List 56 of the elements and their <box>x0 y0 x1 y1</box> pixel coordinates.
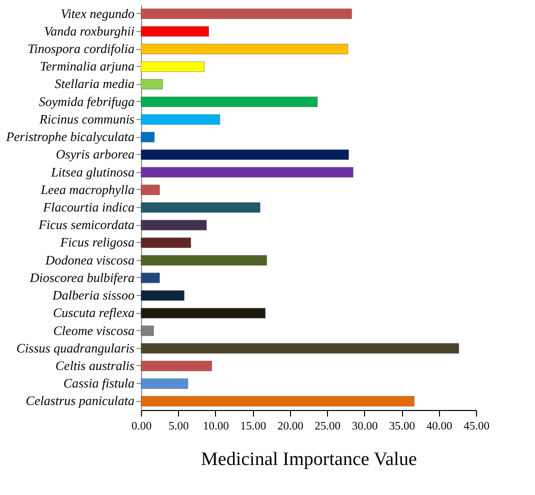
x-tick-label: 40.00 <box>426 420 452 432</box>
y-tick-label: Soymida febrifuga <box>38 94 135 109</box>
x-tick-label: 15.00 <box>240 420 266 432</box>
y-tick-label: Cleome viscosa <box>53 322 135 338</box>
bar <box>140 396 414 406</box>
bar <box>140 255 267 266</box>
y-tick-label: Osyris arborea <box>56 146 135 162</box>
x-axis-title: Medicinal Importance Value <box>201 449 417 470</box>
y-tick-label: Celtis australis <box>55 358 134 373</box>
x-tick-label: 10.00 <box>203 420 230 432</box>
bar <box>140 150 349 160</box>
bar <box>140 378 188 389</box>
bar <box>140 238 192 248</box>
bar <box>140 202 260 213</box>
y-tick-label: Ficus religosa <box>59 234 135 250</box>
y-tick-label: Ficus semicordata <box>38 217 135 232</box>
y-tick-label: Dodonea viscosa <box>44 252 135 268</box>
y-tick-label: Dalberia sissoo <box>52 288 135 303</box>
bar <box>140 26 209 37</box>
bar <box>140 290 184 301</box>
bar <box>140 61 204 72</box>
bar <box>140 343 460 354</box>
y-tick-label: Cissus quadrangularis <box>16 340 134 356</box>
y-tick-label: Celastrus paniculata <box>26 393 135 408</box>
y-tick-label: Vitex negundo <box>60 6 135 21</box>
y-tick-label: Tinospora cordifolia <box>28 41 135 56</box>
y-tick-label: Cassia fistula <box>63 376 135 391</box>
y-tick-label: Leea macrophylla <box>40 182 135 197</box>
y-tick-label: Ricinus communis <box>38 111 134 126</box>
y-tick-label: Stellaria media <box>54 76 135 92</box>
y-tick-label: Flacourtia indica <box>42 200 135 214</box>
x-tick-label: 45.00 <box>464 420 490 432</box>
bar <box>140 360 212 372</box>
bar <box>140 114 220 125</box>
bar <box>140 167 354 178</box>
bar <box>140 132 155 142</box>
y-tick-label: Peristrophe bicalyculata <box>5 129 135 144</box>
bar <box>140 8 352 19</box>
y-tick-label: Litsea glutinosa <box>50 164 135 180</box>
bar <box>140 220 207 230</box>
y-tick-label: Terminalia arjuna <box>40 58 135 74</box>
x-tick-label: 20.00 <box>277 420 304 432</box>
x-tick-label: 35.00 <box>389 420 416 432</box>
x-tick-label: 25.00 <box>314 420 341 432</box>
bar <box>140 184 160 196</box>
bar <box>140 308 266 318</box>
bar <box>140 79 163 90</box>
bar <box>140 44 348 54</box>
bar <box>140 96 318 107</box>
x-tick-label: 30.00 <box>352 420 378 432</box>
y-tick-label: Cuscuta reflexa <box>53 305 135 320</box>
x-tick-label: 0.00 <box>131 420 152 432</box>
y-tick-label: Dioscorea bulbifera <box>28 270 135 285</box>
bar <box>140 272 160 284</box>
x-tick-label: 5.00 <box>168 420 190 432</box>
y-tick-label: Vanda roxburghii <box>44 23 135 38</box>
